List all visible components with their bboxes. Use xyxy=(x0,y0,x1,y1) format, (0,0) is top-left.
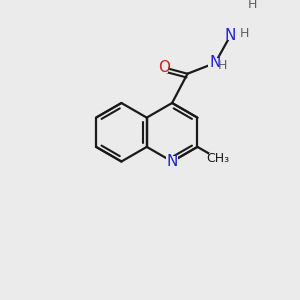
Text: H: H xyxy=(240,27,249,40)
Text: CH₃: CH₃ xyxy=(206,152,229,165)
Text: H: H xyxy=(248,0,257,11)
Bar xyxy=(224,30,235,40)
Bar xyxy=(209,153,226,164)
Text: N: N xyxy=(225,28,236,43)
Text: N: N xyxy=(209,56,221,70)
Bar xyxy=(158,63,168,73)
Bar xyxy=(208,58,225,68)
Bar xyxy=(166,156,178,167)
Text: O: O xyxy=(158,60,170,75)
Text: H: H xyxy=(218,59,228,72)
Text: N: N xyxy=(167,154,178,169)
